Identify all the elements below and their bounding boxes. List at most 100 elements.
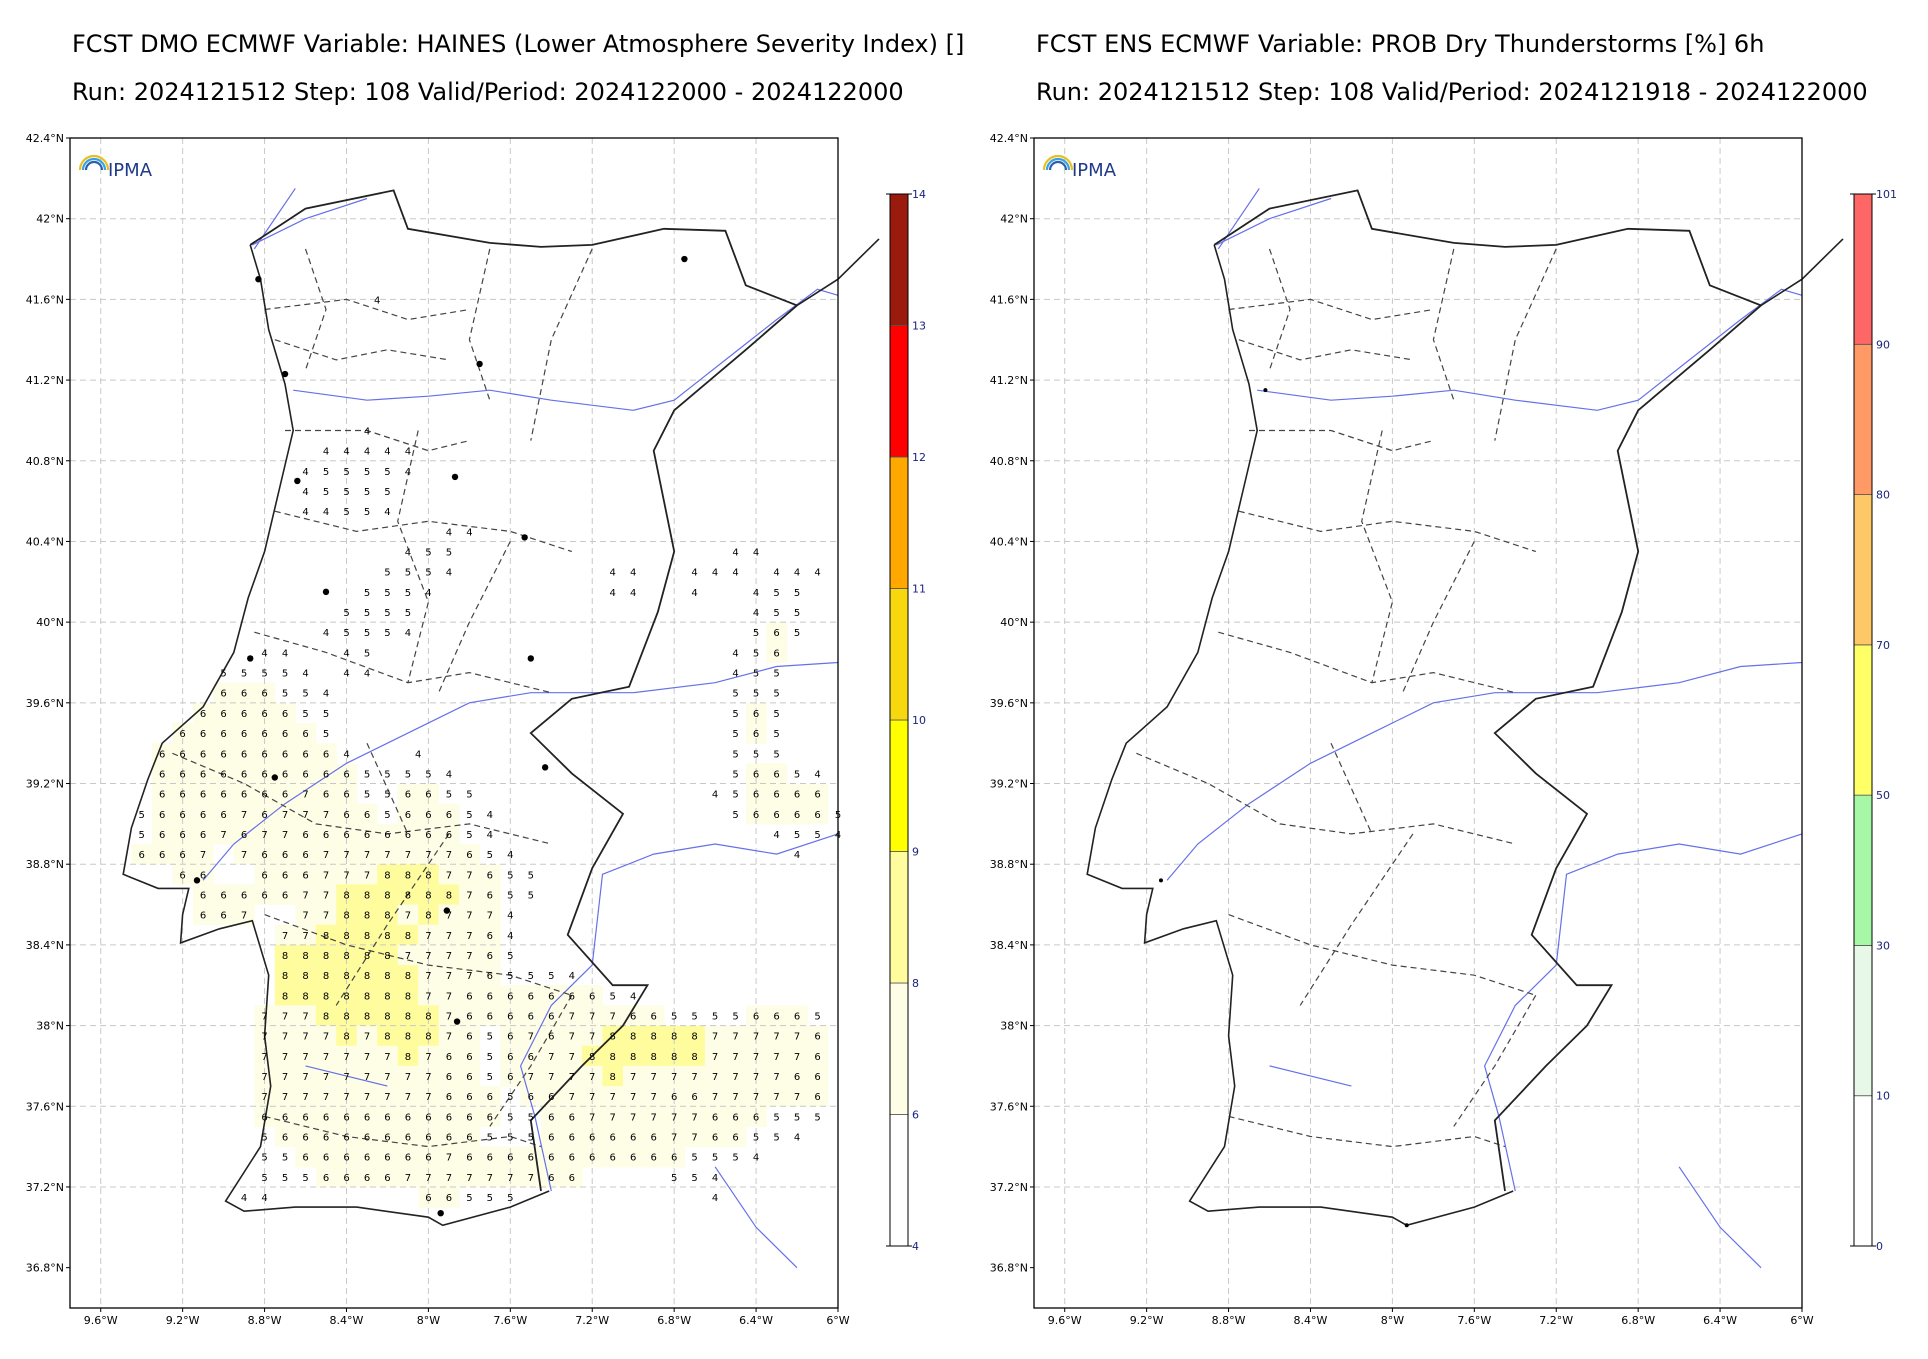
haines-cell [438, 844, 460, 865]
haines-cell [213, 884, 235, 906]
haines-value: 8 [651, 1052, 657, 1063]
haines-cell [663, 1146, 685, 1168]
haines-value: 4 [446, 769, 452, 780]
haines-value: 7 [405, 850, 411, 861]
haines-cell [377, 1005, 399, 1027]
haines-cell [356, 985, 378, 1006]
lat-label: 40.4°N [26, 535, 64, 548]
haines-cell [438, 1065, 460, 1087]
haines-value: 8 [282, 971, 288, 982]
haines-cell [766, 1005, 788, 1027]
haines-cell [336, 924, 358, 946]
haines-value: 6 [179, 769, 185, 780]
district-line [274, 339, 449, 361]
haines-cell [397, 965, 419, 986]
haines-cell [377, 1106, 399, 1127]
haines-cell [622, 1005, 644, 1027]
haines-value: 5 [773, 749, 779, 760]
haines-cell [766, 783, 788, 805]
haines-cell [622, 1086, 644, 1107]
haines-value: 6 [712, 1112, 718, 1123]
haines-value: 5 [139, 810, 145, 821]
colorbar-segment [889, 588, 909, 721]
haines-value: 7 [712, 1072, 718, 1083]
haines-value: 6 [569, 991, 575, 1002]
haines-value: 5 [753, 689, 759, 700]
haines-cell [336, 904, 358, 926]
haines-cell [295, 884, 317, 906]
lat-label: 36.8°N [990, 1262, 1028, 1275]
haines-cell [582, 1005, 603, 1027]
haines-value: 5 [528, 1133, 534, 1144]
haines-cell [561, 1146, 583, 1168]
lon-label: 7.2°W [1539, 1314, 1573, 1327]
haines-cell [704, 1106, 726, 1127]
district-line [1268, 248, 1291, 371]
haines-cell [315, 823, 337, 845]
haines-value: 4 [487, 830, 493, 841]
haines-value: 7 [466, 891, 472, 902]
logo-arc [1045, 157, 1071, 171]
district-line [264, 1115, 542, 1148]
haines-value: 8 [364, 1012, 370, 1023]
haines-value: 5 [691, 1173, 697, 1184]
haines-cell [582, 1086, 603, 1107]
haines-value: 4 [712, 1193, 718, 1204]
haines-value: 6 [302, 870, 308, 881]
haines-cell [725, 1025, 747, 1047]
country-border [1213, 189, 1763, 1192]
haines-value: 6 [282, 729, 288, 740]
haines-value: 7 [446, 870, 452, 881]
haines-value: 8 [446, 891, 452, 902]
haines-cell [213, 743, 235, 764]
haines-cell [233, 884, 255, 906]
haines-cell [336, 844, 358, 865]
haines-cell [295, 904, 317, 926]
haines-value: 6 [241, 729, 247, 740]
haines-value: 7 [446, 951, 452, 962]
district-line [489, 994, 573, 1127]
haines-value: 7 [282, 810, 288, 821]
haines-value: 8 [405, 931, 411, 942]
haines-cell [397, 1106, 419, 1127]
haines-cell [561, 1106, 583, 1127]
haines-value: 6 [343, 810, 349, 821]
haines-cell [541, 1005, 563, 1027]
haines-value: 6 [159, 749, 165, 760]
haines-cell [479, 1166, 501, 1188]
haines-value: 7 [732, 1092, 738, 1103]
haines-cell [336, 803, 358, 825]
haines-value: 5 [364, 507, 370, 518]
haines-cell [684, 1065, 706, 1087]
haines-cell [643, 1146, 665, 1168]
haines-value: 5 [384, 467, 390, 478]
haines-value: 5 [364, 769, 370, 780]
haines-cell [479, 985, 501, 1006]
haines-value: 4 [732, 568, 738, 579]
lon-label: 8.4°W [330, 1314, 364, 1327]
haines-value: 6 [261, 749, 267, 760]
haines-cell [684, 1106, 706, 1127]
haines-value: 8 [630, 1032, 636, 1043]
lat-label: 38.8°N [26, 858, 64, 871]
haines-value: 4 [794, 1133, 800, 1144]
haines-value: 5 [814, 1112, 820, 1123]
lon-label: 9.6°W [1048, 1314, 1082, 1327]
haines-value: 4 [691, 568, 697, 579]
logo-arc [1048, 160, 1068, 171]
haines-cell [233, 803, 255, 825]
haines-value: 5 [814, 1012, 820, 1023]
haines-cell [807, 1045, 829, 1067]
haines-value: 6 [446, 830, 452, 841]
haines-value: 6 [220, 891, 226, 902]
haines-cell [561, 1045, 583, 1067]
haines-value: 7 [466, 951, 472, 962]
haines-value: 6 [179, 870, 185, 881]
haines-value: 6 [671, 1092, 677, 1103]
haines-value: 6 [261, 850, 267, 861]
haines-value: 4 [610, 588, 616, 599]
haines-value: 8 [323, 971, 329, 982]
haines-value: 5 [384, 608, 390, 619]
haines-cell [397, 924, 419, 946]
haines-value: 4 [241, 1193, 247, 1204]
